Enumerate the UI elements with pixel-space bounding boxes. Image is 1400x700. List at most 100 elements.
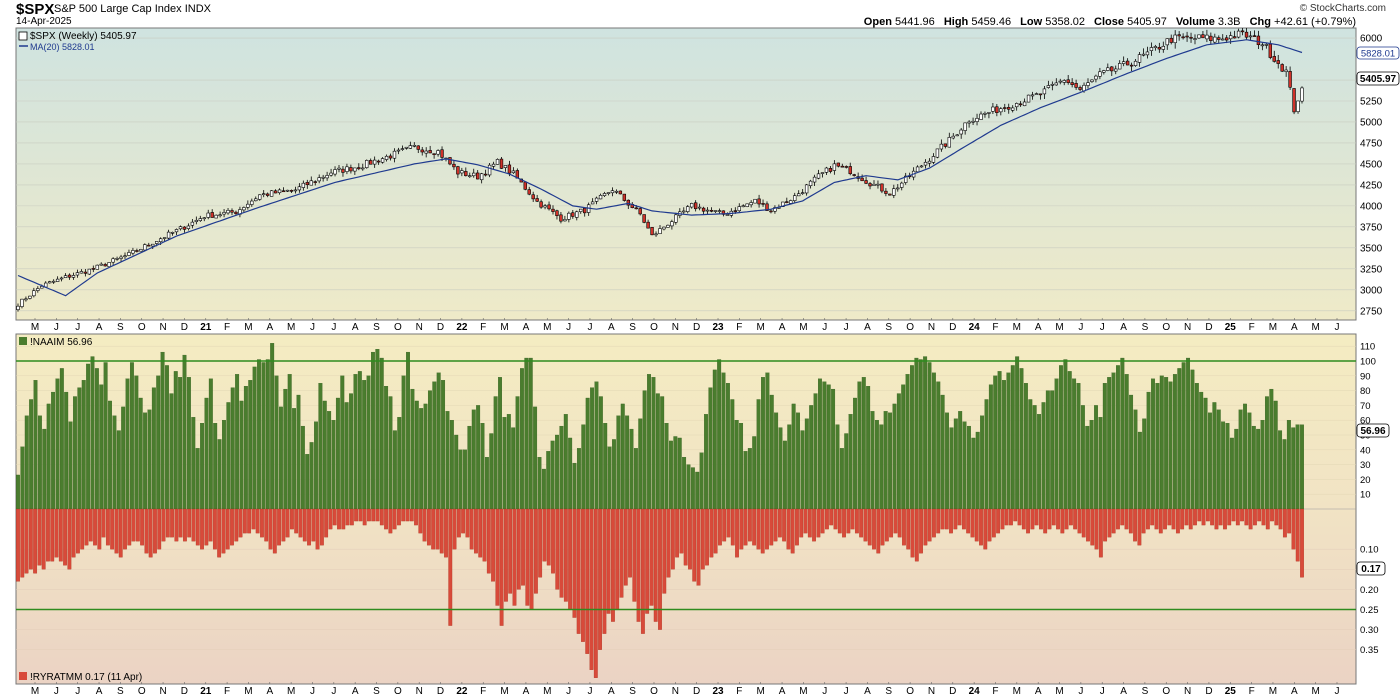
naaim-bar [1006,372,1011,510]
x-tick-label: J [566,686,571,697]
naaim-bar [476,405,481,510]
naaim-bar [1002,380,1006,510]
x-tick-label: A [523,686,530,697]
naaim-bar [432,381,437,510]
naaim-bar [1225,423,1230,510]
x-tick-label: N [928,322,935,333]
naaim-bar [857,381,862,510]
naaim-bar [980,415,985,510]
candle-body [63,275,68,279]
ryratmm-bar [966,508,971,534]
ryratmm-bar [495,508,500,606]
x-tick-label: M [287,686,295,697]
candle-body [1129,64,1134,67]
naaim-bar [1133,409,1138,510]
x-tick-label: F [480,322,486,333]
naaim-bar [1146,391,1151,510]
naaim-bar [809,405,814,510]
ryratmm-bar [1227,508,1232,526]
ryratmm-bar [516,508,521,590]
naaim-bar [910,365,914,510]
candle-body [1133,60,1138,66]
ryratmm-bar [418,508,423,534]
x-tick-label: M [500,686,508,697]
candle-body [325,175,329,179]
naaim-tick-label: 20 [1360,475,1371,486]
naaim-bar [489,433,494,510]
naaim-bar [1094,405,1098,510]
candle-body [1260,44,1265,47]
ryratmm-bar [683,508,688,566]
naaim-bar [752,436,757,510]
naaim-bar [647,374,651,510]
x-tick-label: 23 [712,322,724,333]
x-tick-label: 22 [456,322,468,333]
naaim-bar [537,457,542,510]
ryratmm-bar [897,508,902,538]
ryratmm-bar [307,508,311,546]
naaim-bar [1238,409,1243,510]
ryratmm-bar [632,508,637,602]
ryratmm-bar [379,508,384,526]
candle-body [202,217,206,220]
ryratmm-bar [581,508,585,642]
candle-body [927,160,932,164]
ryratmm-bar [178,508,183,538]
ryratmm-bar [970,508,975,538]
naaim-bar [971,437,976,510]
ryratmm-bar [718,508,722,546]
ryratmm-bar [1240,508,1244,522]
candle-body [1161,45,1165,50]
naaim-bar [695,471,700,510]
ryratmm-bar [478,508,483,558]
ryratmm-bar [1141,508,1146,534]
candle-body [250,200,254,205]
ryratmm-bar [1090,508,1095,546]
candle-body [28,295,32,299]
x-tick-label: O [138,686,146,697]
ryratmm-bar [705,508,709,566]
ryratmm-bar [88,508,93,542]
x-tick-label: D [181,322,188,333]
naaim-bar [427,390,432,510]
ryratmm-bar [148,508,153,558]
ryratmm-bar [50,508,55,562]
last-naaim-marker: 56.96 [1356,423,1390,438]
x-tick-label: M [1311,686,1319,697]
candle-body [575,211,579,218]
candle-body [337,167,341,170]
naaim-bar [1037,414,1042,510]
naaim-bar [397,417,402,510]
ryratmm-bar [850,508,855,530]
naaim-bar [734,420,739,510]
candle-body [285,189,290,192]
candle-body [55,278,60,282]
ryratmm-bar [645,508,650,614]
ryratmm-bar [773,508,778,542]
ryratmm-bar [666,508,671,578]
ryratmm-bar [1265,508,1270,530]
ryratmm-bar [991,508,996,538]
x-tick-label: D [1205,686,1212,697]
candle-body [999,108,1003,113]
ryratmm-bar [786,508,791,550]
naaim-bar [134,375,139,510]
ryratmm-bar [572,508,577,618]
candle-body [761,203,765,205]
ryratmm-bar [105,508,110,546]
candle-body [931,156,936,163]
candle-body [135,250,139,252]
ryratmm-bar [640,508,645,634]
candle-body [1173,34,1177,44]
candle-body [269,190,274,197]
ryratmm-bar [551,508,555,574]
ryratmm-bar [277,508,281,546]
naaim-bar [357,371,362,510]
x-tick-label: N [1184,322,1191,333]
candle-body [115,258,119,260]
ryratmm-bar [914,508,919,562]
naaim-bar [68,421,73,510]
candle-body [1078,87,1082,90]
candle-body [563,219,567,222]
x-tick-label: 25 [1225,322,1237,333]
